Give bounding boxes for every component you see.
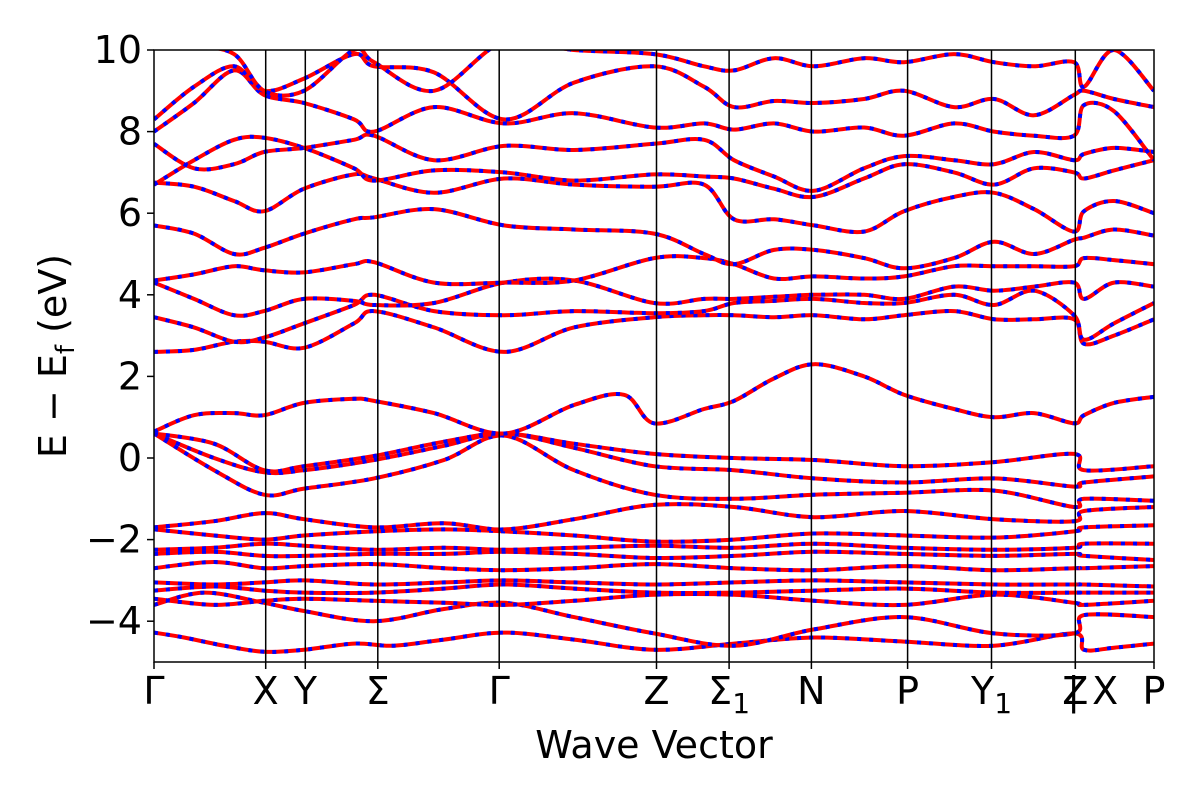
x-tick-label: Z	[643, 669, 669, 713]
y-tick-label: 10	[94, 28, 142, 72]
y-axis-ticks: −4 −2 0 2 4 6 8 10	[86, 28, 154, 643]
x-tick-label: Γ	[489, 669, 510, 713]
y-tick-label: 0	[118, 436, 142, 480]
band-line-dashed-4	[154, 578, 1154, 589]
high-symmetry-lines	[264, 50, 1077, 662]
band-line-dashed-3	[154, 582, 1154, 596]
y-tick-label: 4	[118, 273, 142, 317]
x-tick-label: P	[896, 669, 919, 713]
x-tick-label: Σ	[366, 669, 390, 713]
y-tick-label: 6	[118, 191, 142, 235]
y-tick-label: 8	[118, 110, 142, 154]
band-line-dashed-23	[154, 51, 1154, 122]
band-line-solid-19	[154, 171, 1154, 235]
x-tick-label: Z	[1062, 669, 1088, 713]
band-line-dashed-2	[154, 591, 1154, 608]
band-line-dashed-11	[154, 431, 1154, 489]
band-line-dashed-1	[154, 590, 1154, 648]
y-tick-label: 2	[118, 354, 142, 398]
x-tick-label: Σ1	[708, 669, 750, 720]
band-line-dashed-15	[154, 288, 1154, 345]
x-tick-label: P	[1143, 669, 1166, 713]
band-line-dashed-18	[154, 207, 1154, 271]
band-line-dashed-21	[154, 132, 1154, 193]
band-line-dashed-7	[154, 541, 1154, 552]
band-line-dashed-5	[154, 559, 1154, 573]
y-axis-label-subscript: f	[51, 344, 81, 354]
x-tick-label: Y1	[970, 669, 1012, 720]
x-tick-label: Γ	[143, 669, 164, 713]
x-tick-label: | X	[1067, 669, 1118, 714]
y-tick-label: −4	[86, 599, 142, 643]
bands-layer	[154, 50, 1154, 654]
band-line-solid-10	[154, 431, 1154, 510]
x-axis-label: Wave Vector	[535, 723, 773, 767]
band-line-dashed-16	[154, 276, 1154, 318]
band-line-dashed-12	[154, 431, 1154, 474]
band-line-solid-13	[154, 362, 1154, 436]
x-tick-label: X	[253, 669, 279, 713]
band-line-solid-9	[154, 502, 1154, 532]
band-line-dashed-22	[154, 68, 1154, 162]
y-axis-label: E − Ef (eV)	[31, 254, 81, 458]
band-line-dashed-6	[154, 549, 1154, 562]
x-tick-label: N	[797, 669, 825, 713]
y-tick-label: −2	[86, 518, 142, 562]
plot-frame	[153, 49, 1155, 663]
band-line-dashed-8	[154, 523, 1154, 544]
band-line-dashed-24	[214, 50, 1154, 98]
band-line-solid-14	[154, 309, 1154, 354]
x-tick-label: Y	[293, 669, 318, 713]
